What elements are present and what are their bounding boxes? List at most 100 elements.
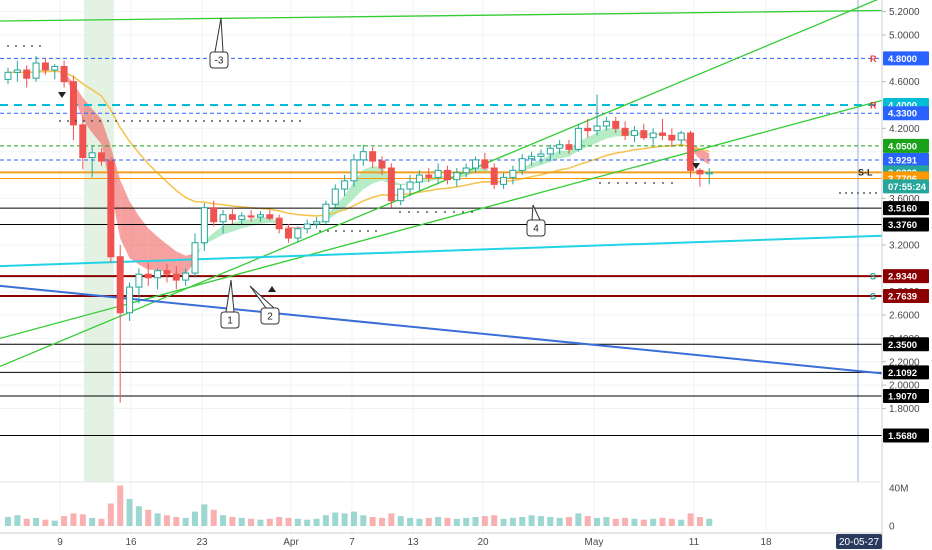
marker-dot <box>408 211 410 213</box>
candle-body <box>509 169 517 178</box>
candle-body <box>696 169 704 175</box>
y-tick-label: 3.6000 <box>889 194 920 205</box>
candle-body <box>687 132 695 171</box>
marker-dot <box>599 182 601 184</box>
volume-bar <box>537 516 544 526</box>
callout[interactable]: 2 <box>249 285 280 325</box>
candle-body <box>126 286 134 314</box>
candle-body <box>528 155 536 160</box>
marker-dot <box>875 192 877 194</box>
trend-lines <box>0 0 883 375</box>
marker-dot <box>635 182 637 184</box>
candle-body <box>116 256 124 314</box>
ribbon-segment <box>176 251 186 276</box>
volume-bar <box>668 518 675 526</box>
volume-bar <box>640 519 647 526</box>
candle-body <box>490 167 498 185</box>
marker-dot <box>31 45 33 47</box>
volume-bar <box>425 517 432 526</box>
ribbon-segment <box>241 218 252 229</box>
candle-body <box>369 151 377 162</box>
ribbon-segment <box>494 174 504 176</box>
ribbon-segment <box>587 132 598 147</box>
volume-bar <box>350 511 357 526</box>
volume-tick-label: 40M <box>889 484 908 495</box>
marker-dot <box>319 230 321 232</box>
marker-dot <box>251 120 253 122</box>
y-tick-label: 1.8000 <box>889 404 920 415</box>
candle-body <box>275 217 283 230</box>
volume-bar <box>416 518 423 526</box>
candle-body <box>659 132 666 136</box>
volume-bar <box>238 517 245 526</box>
price-badge-label: 4.4000 <box>888 101 917 112</box>
marker-dot <box>39 45 41 47</box>
ribbon-segment <box>662 134 672 137</box>
candle-body <box>668 134 676 141</box>
candle-body <box>60 66 68 83</box>
time-axis[interactable]: 9 16 23 Apr 7 13 20 May 11 18 20-05-27 <box>57 534 882 549</box>
volume-bar <box>612 518 619 526</box>
ribbon-segment <box>138 215 149 270</box>
callout[interactable]: -3 <box>209 17 229 69</box>
marker-dot <box>123 120 125 122</box>
volume-bar <box>631 518 638 526</box>
x-tick-label: May <box>585 537 604 548</box>
countdown-badge <box>883 179 929 194</box>
y-tick-label: 2.6000 <box>889 311 920 322</box>
candle-body <box>154 270 162 279</box>
volume-bar <box>481 516 488 526</box>
marker-dot <box>426 211 428 213</box>
marker-dot <box>845 192 847 194</box>
x-tick-label: 16 <box>125 537 137 548</box>
marker-dot <box>275 120 277 122</box>
candle-body <box>434 169 442 178</box>
volume-bar <box>304 519 311 526</box>
price-badge-label: 3.5160 <box>888 204 917 215</box>
triangle-marker <box>58 92 66 98</box>
volume-bar <box>435 517 442 526</box>
marker-dot <box>115 120 117 122</box>
ribbon-segment <box>92 108 102 145</box>
level-marker: R <box>870 54 877 64</box>
ma-line <box>7 70 710 217</box>
callout[interactable]: 1 <box>220 279 240 329</box>
ribbon-segment <box>223 223 233 235</box>
volume-bar <box>107 503 114 526</box>
volume-bar <box>14 515 21 526</box>
callout-annotations[interactable]: -3 1 2 4 <box>209 17 546 329</box>
marker-dot <box>335 230 337 232</box>
marker-dot <box>608 182 610 184</box>
price-badge-label: 4.8000 <box>888 54 917 65</box>
price-badge-label: 1.9070 <box>888 391 917 402</box>
volume-bar <box>294 518 301 526</box>
candle-body <box>630 130 638 136</box>
candle-body <box>359 151 367 161</box>
volume-bar <box>145 509 152 526</box>
volume-bar <box>98 518 105 526</box>
price-badge <box>883 269 929 284</box>
volume-bar <box>51 520 58 526</box>
volume-bar <box>313 518 320 526</box>
volume-bar <box>575 513 582 526</box>
ribbon-segment <box>232 220 242 232</box>
y-tick-label: 4.6000 <box>889 77 920 88</box>
marker-dot <box>367 230 369 232</box>
volume-bar <box>369 517 376 526</box>
marker-dot <box>662 182 664 184</box>
volume-bar <box>79 514 86 526</box>
callout[interactable]: 4 <box>526 204 546 237</box>
candle-body <box>602 120 610 127</box>
ribbon-segment <box>157 236 167 272</box>
trendline-top <box>0 9 883 22</box>
x-tick-label: 13 <box>407 537 419 548</box>
marker-dot <box>671 182 673 184</box>
volume-bar <box>491 515 498 526</box>
callout-label: -3 <box>215 56 224 67</box>
volume-bar <box>659 517 666 526</box>
marker-dot <box>417 211 419 213</box>
candle-body <box>4 71 12 80</box>
volume-bar <box>332 512 339 526</box>
price-badge <box>883 217 929 232</box>
